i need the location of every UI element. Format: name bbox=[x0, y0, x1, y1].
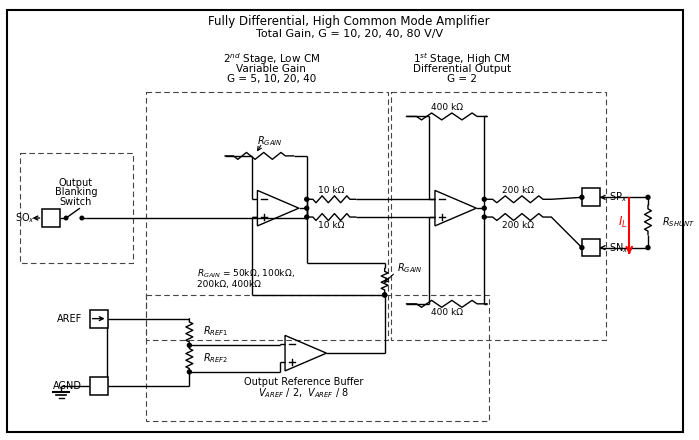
Circle shape bbox=[382, 293, 387, 297]
Text: Total Gain, G = 10, 20, 40, 80 V/V: Total Gain, G = 10, 20, 40, 80 V/V bbox=[256, 29, 442, 39]
Text: SO$_x$: SO$_x$ bbox=[15, 211, 34, 225]
Text: SN$_x$: SN$_x$ bbox=[609, 241, 628, 254]
Bar bbox=[89, 377, 108, 395]
Text: 400 kΩ: 400 kΩ bbox=[431, 103, 463, 112]
Circle shape bbox=[187, 370, 192, 374]
Text: G = 2: G = 2 bbox=[447, 74, 477, 84]
Text: 200kΩ, 400kΩ: 200kΩ, 400kΩ bbox=[197, 279, 261, 289]
Bar bbox=[391, 92, 605, 340]
Circle shape bbox=[482, 197, 487, 201]
Text: SP$_x$: SP$_x$ bbox=[609, 191, 627, 204]
Circle shape bbox=[382, 293, 387, 297]
Circle shape bbox=[305, 197, 309, 201]
Text: $R_{REF1}$: $R_{REF1}$ bbox=[203, 325, 229, 338]
Text: 10 kΩ: 10 kΩ bbox=[318, 221, 345, 231]
Text: 10 kΩ: 10 kΩ bbox=[318, 186, 345, 195]
Circle shape bbox=[482, 215, 487, 219]
Text: Differential Output: Differential Output bbox=[412, 64, 511, 74]
Bar bbox=[146, 92, 388, 340]
Bar bbox=[146, 295, 489, 421]
Circle shape bbox=[64, 216, 68, 220]
Text: $V_{AREF}$ / 2,  $V_{AREF}$ / 8: $V_{AREF}$ / 2, $V_{AREF}$ / 8 bbox=[258, 387, 350, 400]
Bar bbox=[43, 209, 60, 227]
Text: $R_{REF2}$: $R_{REF2}$ bbox=[203, 351, 229, 365]
Bar bbox=[20, 153, 133, 264]
Text: $R_{GAIN}$ = 50kΩ, 100kΩ,: $R_{GAIN}$ = 50kΩ, 100kΩ, bbox=[197, 268, 295, 280]
Circle shape bbox=[646, 246, 650, 249]
Text: 1$^{st}$ Stage, High CM: 1$^{st}$ Stage, High CM bbox=[412, 51, 510, 67]
Text: Output: Output bbox=[59, 177, 93, 187]
Text: $R_{GAIN}$: $R_{GAIN}$ bbox=[398, 261, 423, 275]
Text: Variable Gain: Variable Gain bbox=[236, 64, 306, 74]
Text: 200 kΩ: 200 kΩ bbox=[502, 186, 534, 195]
Circle shape bbox=[646, 195, 650, 199]
Bar bbox=[582, 239, 600, 257]
Text: AREF: AREF bbox=[57, 314, 82, 324]
Text: 400 kΩ: 400 kΩ bbox=[431, 308, 463, 317]
Text: 200 kΩ: 200 kΩ bbox=[502, 221, 534, 231]
Text: 2$^{nd}$ Stage, Low CM: 2$^{nd}$ Stage, Low CM bbox=[223, 51, 319, 67]
Text: Blanking: Blanking bbox=[55, 187, 97, 198]
Circle shape bbox=[80, 216, 84, 220]
Circle shape bbox=[305, 215, 309, 219]
Text: Output Reference Buffer: Output Reference Buffer bbox=[244, 377, 363, 387]
Text: Fully Differential, High Common Mode Amplifier: Fully Differential, High Common Mode Amp… bbox=[208, 15, 490, 28]
Circle shape bbox=[580, 195, 584, 199]
Circle shape bbox=[482, 206, 487, 210]
Text: $R_{SHUNT}$: $R_{SHUNT}$ bbox=[662, 215, 695, 229]
Text: $I_L$: $I_L$ bbox=[617, 214, 627, 230]
Circle shape bbox=[580, 246, 584, 249]
Circle shape bbox=[305, 206, 309, 210]
Text: AGND: AGND bbox=[53, 381, 82, 391]
Text: Switch: Switch bbox=[59, 197, 92, 207]
Bar bbox=[582, 188, 600, 206]
Text: $R_{GAIN}$: $R_{GAIN}$ bbox=[257, 134, 283, 148]
Text: G = 5, 10, 20, 40: G = 5, 10, 20, 40 bbox=[226, 74, 316, 84]
Circle shape bbox=[187, 343, 192, 347]
Bar bbox=[89, 310, 108, 327]
